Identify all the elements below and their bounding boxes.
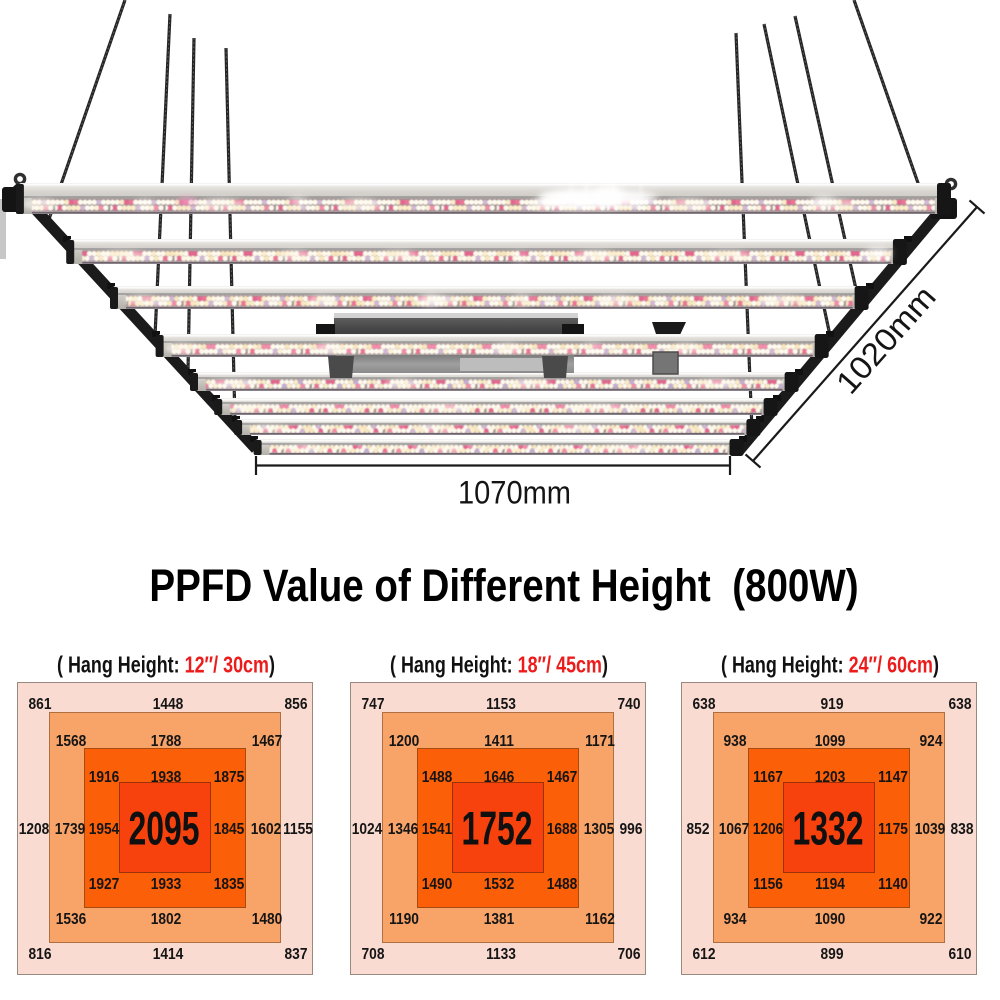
svg-text:1070mm: 1070mm [458,475,571,511]
